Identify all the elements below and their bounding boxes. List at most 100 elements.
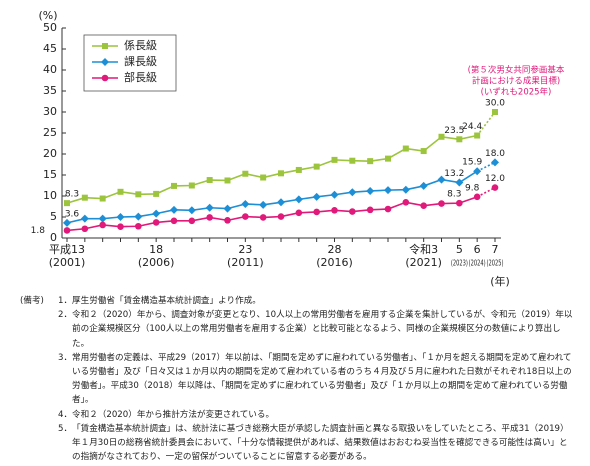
annotation: (第５次男女共同参画基本 — [468, 65, 565, 76]
point — [134, 212, 143, 221]
point — [135, 222, 142, 230]
point — [473, 193, 481, 201]
point — [401, 185, 410, 194]
note-text: 令和２（2020）年から推計方法が変更されている。 — [72, 409, 275, 420]
point — [349, 208, 356, 215]
point — [456, 136, 463, 143]
point — [473, 167, 482, 176]
legend-label: 課長級 — [124, 54, 157, 68]
point — [438, 133, 445, 140]
point — [117, 223, 124, 230]
notes-title: (備考) — [20, 296, 44, 306]
legend-label: 部長級 — [124, 70, 157, 84]
series-line — [66, 134, 478, 204]
point — [402, 145, 409, 152]
point — [330, 190, 339, 199]
y-tick-label: 10 — [43, 189, 57, 202]
point — [455, 178, 464, 187]
point — [116, 213, 125, 221]
point — [348, 188, 357, 197]
series-line-target — [476, 186, 496, 198]
point — [420, 202, 427, 209]
x-tick-label: 令和3 — [409, 242, 438, 256]
x-tick-sublabel: (2011) — [227, 256, 264, 269]
y-tick-label: 20 — [43, 147, 57, 160]
point — [171, 182, 177, 189]
value-label: 23.5 — [444, 126, 464, 136]
y-tick-label: 5 — [50, 210, 57, 223]
x-unit: (年) — [490, 274, 510, 288]
note-number: 4． — [58, 409, 73, 420]
notes: (備考) 1． 厚生労働省「賃金構造基本統計調査」より作成。 2． 令和２（2020）… — [20, 294, 576, 464]
x-tick-sublabel: (2006) — [138, 256, 175, 269]
point — [366, 206, 374, 214]
value-label: 30.0 — [485, 99, 505, 109]
point — [295, 209, 303, 217]
point — [367, 158, 374, 165]
point — [474, 132, 481, 139]
point — [331, 156, 338, 163]
point — [313, 208, 320, 216]
point — [81, 225, 89, 233]
point — [259, 214, 267, 221]
x-tick-label: 平成13 — [49, 243, 85, 256]
point — [295, 166, 302, 173]
chart: (%) (年) 0 5 10 15 20 25 30 35 40 45 50 平成13(2001) 18… — [31, 9, 565, 288]
x-tick-sublabel: (2016) — [316, 256, 353, 269]
point — [99, 221, 106, 229]
point — [101, 58, 109, 66]
legend-label: 係長級 — [124, 39, 157, 52]
value-label: 18.0 — [485, 149, 505, 159]
point — [260, 174, 267, 181]
point — [349, 157, 356, 164]
annotation: 計画における成果目標) — [472, 76, 560, 87]
value-label: 12.0 — [485, 174, 505, 184]
point — [438, 200, 445, 207]
series-line — [66, 170, 478, 224]
series-line — [66, 196, 478, 232]
point — [63, 218, 71, 227]
value-label: 8.3 — [65, 190, 79, 200]
point — [152, 209, 161, 218]
point — [384, 186, 392, 195]
point — [385, 155, 391, 162]
note-item: 1． 厚生労働省「賃金構造基本統計調査」より作成。 — [20, 294, 576, 308]
y-tick-label: 35 — [43, 84, 57, 97]
note-number: 3． — [58, 352, 73, 363]
note-item: 3． 常用労働者の定義は、平成29（2017）年以前は、「期間を定めずに雇われてい… — [20, 351, 576, 408]
note-number: 5． — [58, 423, 73, 434]
point — [152, 219, 160, 226]
value-label: 9.8 — [465, 183, 480, 193]
point — [277, 213, 285, 220]
y-tick-label: 45 — [43, 42, 57, 55]
point — [188, 217, 196, 225]
y-tick-label: 40 — [43, 63, 57, 76]
note-item: 5． 「賃金構造基本統計調査」は、統計法に基づき総務大臣が承認した調査計画と異なる… — [20, 422, 576, 465]
point — [331, 206, 338, 214]
y-tick-label: 30 — [43, 105, 57, 118]
x-tick-sublabel: (2023) — [451, 259, 468, 268]
note-number: 1． — [58, 296, 73, 306]
series-line-target — [476, 111, 496, 137]
note-item: 4． 令和２（2020）年から推計方法が変更されている。 — [20, 408, 576, 422]
note-number: 2． — [58, 310, 73, 321]
point — [81, 194, 88, 201]
point — [491, 184, 499, 191]
note-text: 令和２（2020）年から、調査対象が変更となり、10人以上の常用労働者を雇用する… — [72, 310, 573, 349]
point — [313, 163, 320, 170]
x-tick-sublabel: (2001) — [49, 256, 86, 269]
point — [419, 181, 428, 190]
point — [187, 206, 196, 215]
value-label: 8.3 — [447, 190, 461, 200]
point — [312, 192, 321, 201]
point — [206, 177, 213, 184]
point — [402, 199, 410, 206]
x-tick-label: 6 — [474, 243, 481, 256]
point — [170, 217, 178, 225]
y-tick-label: 15 — [43, 168, 57, 181]
x-tick-sublabel: (2025) — [487, 259, 504, 268]
point — [491, 158, 499, 167]
value-label: 13.2 — [444, 169, 464, 179]
point — [102, 43, 108, 49]
point — [63, 227, 71, 234]
